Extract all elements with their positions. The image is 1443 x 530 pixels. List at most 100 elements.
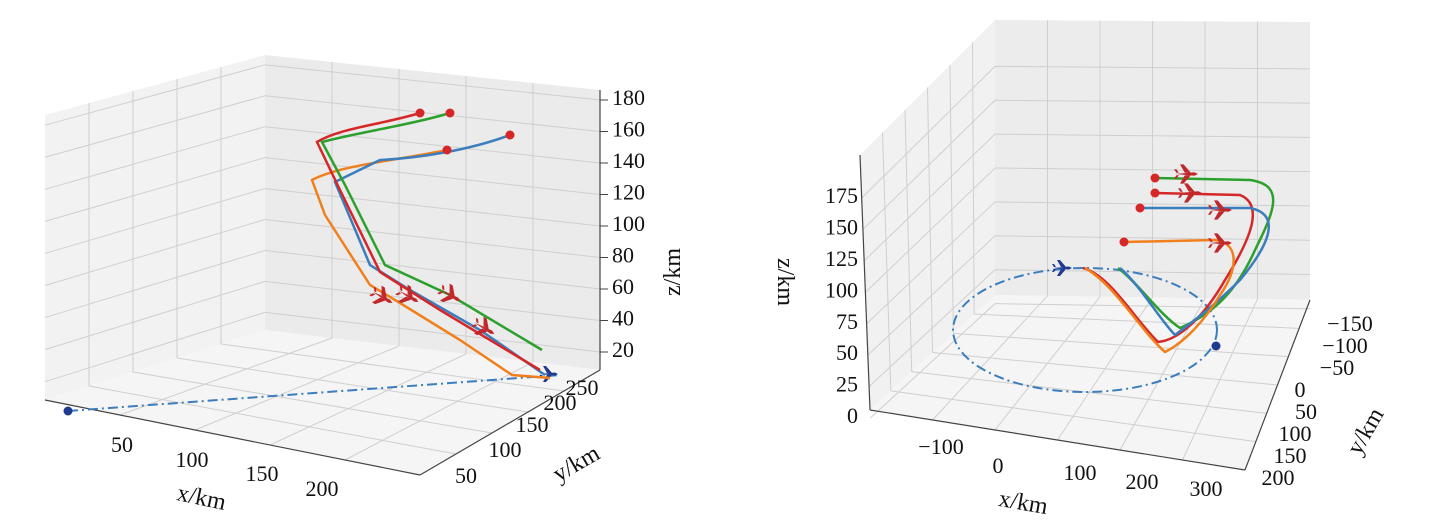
right-series-orange [1084, 238, 1235, 354]
left-y-tick-label: 150 [516, 412, 549, 437]
left-z-tick-label: 20 [612, 337, 634, 362]
left-z-tick-label: 40 [612, 306, 634, 331]
left-z-tick-label: 120 [612, 180, 645, 205]
left-y-tick-label: 100 [489, 437, 522, 462]
left-floor-pane [45, 330, 600, 475]
right-y-tick-label: −150 [1327, 311, 1372, 336]
left-side-pane [45, 55, 265, 400]
right-x-tick-label: 200 [1126, 469, 1159, 494]
right-z-tick-label: 50 [836, 340, 858, 365]
left-grid-z-back [264, 95, 601, 132]
right-z-tick-label: 175 [825, 183, 858, 208]
right-target-track [952, 267, 1218, 393]
right-y-axis-line [1244, 299, 1311, 471]
left-grid-z-side [44, 95, 266, 158]
left-grid-z-back [264, 219, 601, 258]
left-grid-z-side [44, 311, 266, 383]
right-grid-side-vertical [949, 64, 954, 334]
left-start-red [415, 108, 425, 118]
left-grid-floor-y [220, 343, 565, 392]
left-grid-floor-y [132, 371, 493, 434]
right-z-tick-label: 25 [836, 372, 858, 397]
right-x-tick-label: −100 [918, 434, 963, 459]
right-target-start [1211, 341, 1221, 351]
left-x-tick-label: 150 [246, 461, 279, 486]
right-y-tick-label: 50 [1295, 399, 1317, 424]
right-y-tick-label: 100 [1279, 421, 1312, 446]
left-grid-floor-x [194, 345, 400, 431]
right-z-tick-label: 0 [847, 403, 858, 428]
left-start-blue [505, 130, 515, 140]
left-y-tick-label: 50 [455, 463, 477, 488]
left-grid-z-side [44, 126, 266, 190]
left-series-red [315, 111, 541, 372]
left-grid [44, 62, 601, 461]
left-grid-floor-x [269, 353, 467, 446]
left-grid-z-side [44, 249, 266, 319]
right-y-tick-label: 150 [1274, 443, 1307, 468]
right-grid-side-vertical [882, 132, 892, 391]
left-z-label: z/km [660, 248, 686, 296]
left-z-tick-label: 100 [612, 211, 645, 236]
right-grid [861, 20, 1311, 461]
left-x-label: x/km [175, 480, 229, 516]
left-grid-z-back [264, 249, 601, 290]
left-x-tick-label: 50 [111, 432, 133, 457]
right-y-tick-label: 200 [1262, 465, 1295, 490]
left-grid-z-back [264, 311, 601, 353]
left-grid-floor-x [119, 337, 333, 416]
right-start-green [1150, 173, 1160, 183]
left-series-green [320, 111, 543, 352]
left-target-start [63, 406, 73, 416]
left-grid-z-side [44, 280, 266, 351]
right-x-axis-line [869, 409, 1246, 471]
left-y-tick-label: 200 [544, 390, 577, 415]
left-grid-z-back [264, 188, 601, 227]
right-grid-side-vertical [927, 87, 933, 353]
left-x-tick-label: 100 [176, 447, 209, 472]
left-y-label: y/km [549, 440, 605, 487]
right-x-tick-label: 0 [993, 453, 1004, 478]
right-x-tick-label: 300 [1190, 476, 1223, 501]
left-start-orange [442, 145, 452, 155]
left-z-tick-label: 140 [612, 148, 645, 173]
right-y-tick-label: 0 [1295, 377, 1306, 402]
right-x-label: x/km [997, 486, 1050, 520]
right-z-tick-label: 75 [836, 309, 858, 334]
right-z-axis-line [859, 154, 871, 411]
chart-left: 2040608010012014016018050100150200501001… [44, 55, 686, 516]
right-side-pane [860, 20, 995, 410]
left-grid-z-back [264, 64, 601, 101]
left-z-tick-label: 80 [612, 243, 634, 268]
left-z-tick-label: 60 [612, 274, 634, 299]
left-start-green [445, 108, 455, 118]
left-series-blue [333, 133, 546, 377]
left-ticks: 2040608010012014016018050100150200501001… [111, 85, 645, 501]
right-y-label: y/km [1342, 403, 1389, 459]
right-z-tick-label: 150 [825, 214, 858, 239]
right-z-tick-label: 125 [825, 246, 858, 271]
left-z-tick-label: 180 [612, 85, 645, 110]
left-grid-z-side [44, 219, 266, 286]
left-grid-floor-y [88, 385, 457, 455]
right-x-tick-label: 100 [1064, 460, 1097, 485]
left-z-tick-label: 160 [612, 117, 645, 142]
right-grid-side-vertical [972, 42, 975, 315]
left-y-axis-line [419, 369, 601, 476]
left-grid-floor-y [176, 357, 529, 413]
right-grid-z-side [869, 303, 996, 419]
right-series-green [1117, 176, 1275, 330]
left-x-axis-line [44, 399, 421, 476]
left-grid-z-back [264, 126, 601, 164]
right-z-tick-label: 100 [825, 277, 858, 302]
right-floor-pane [870, 295, 1310, 470]
left-x-tick-label: 200 [306, 476, 339, 501]
right-start-blue [1135, 203, 1145, 213]
right-y-tick-label: −100 [1322, 333, 1367, 358]
left-y-tick-label: 250 [566, 375, 599, 400]
left-grid-z-side [44, 64, 266, 126]
right-y-tick-label: −50 [1320, 355, 1354, 380]
